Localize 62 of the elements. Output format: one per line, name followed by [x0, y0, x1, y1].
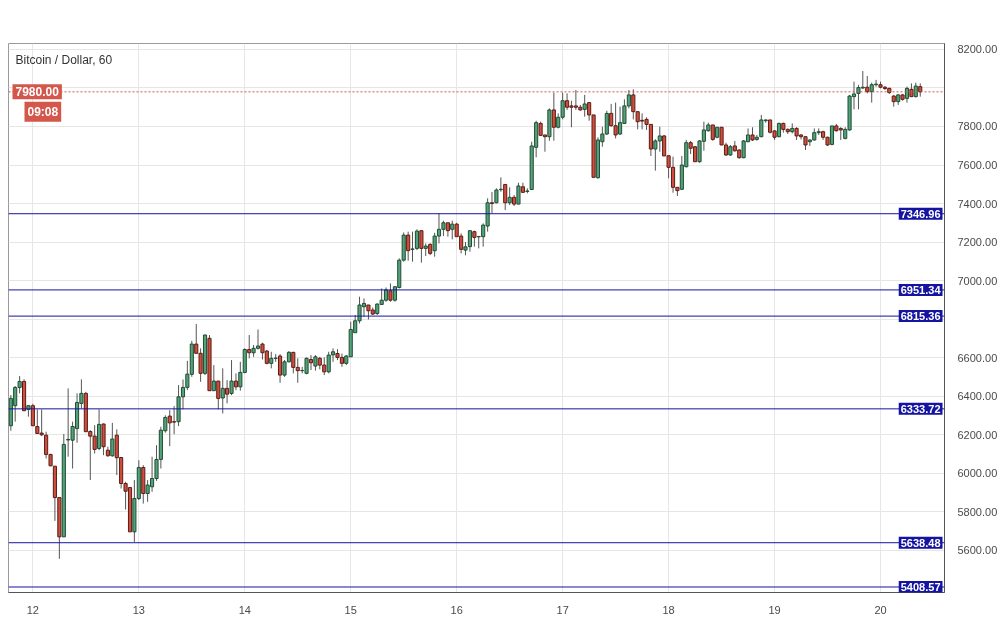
y-tick-label: 7600.00 [957, 159, 998, 172]
y-tick-label: 7000.00 [957, 274, 998, 287]
ref-line-label: 6951.34 [900, 283, 942, 296]
x-tick-label: 16 [450, 603, 463, 616]
candlestick [225, 379, 230, 404]
candlestick [388, 282, 393, 303]
y-tick-label: 6000.00 [957, 467, 998, 480]
candlestick [406, 231, 411, 262]
x-tick-label: 17 [556, 603, 569, 616]
candlestick [582, 94, 587, 118]
y-tick-label: 6200.00 [957, 428, 998, 441]
candlestick [172, 405, 177, 435]
candlestick [467, 229, 472, 253]
ref-line-label: 5638.48 [900, 536, 941, 549]
y-tick-label: 6600.00 [957, 351, 998, 364]
y-tick-label: 6400.00 [957, 390, 998, 403]
annotation: 09:08 [27, 104, 59, 119]
x-tick-label: 19 [768, 603, 781, 616]
ref-line-label: 5408.57 [900, 581, 941, 593]
y-tick-label: 8200.00 [957, 43, 998, 56]
x-tick-label: 12 [26, 603, 39, 616]
y-tick-label: 5800.00 [957, 505, 998, 518]
x-tick-label: 20 [874, 603, 887, 616]
candlestick [13, 385, 18, 423]
candlestick [618, 106, 623, 136]
candlestick [326, 351, 331, 374]
ref-line-label: 6815.36 [900, 310, 941, 323]
ref-line-label: 6333.72 [900, 402, 941, 415]
x-tick-label: 14 [238, 603, 251, 616]
candlestick [339, 353, 344, 368]
candlestick [198, 347, 203, 383]
ref-line-label: 7346.96 [900, 207, 941, 220]
y-tick-label: 7800.00 [957, 120, 998, 133]
candlestick [569, 100, 574, 128]
text: Bitcoin / Dollar, 60 [15, 52, 113, 67]
candlestick [211, 364, 216, 392]
y-tick-label: 7400.00 [957, 197, 998, 210]
ref-line-label: 7980.00 [15, 85, 60, 100]
candlestick [101, 423, 106, 456]
y-tick-label: 7200.00 [957, 236, 998, 249]
candlestick [450, 220, 455, 240]
x-tick-label: 15 [344, 603, 357, 616]
x-tick-label: 18 [662, 603, 675, 616]
candlestick [410, 231, 415, 263]
y-tick-label: 5600.00 [957, 544, 998, 557]
candlestick [66, 387, 71, 458]
x-tick-label: 13 [132, 603, 145, 616]
candlestick [856, 84, 861, 110]
candlestick [516, 182, 521, 205]
candlestick [233, 372, 239, 391]
candlestick [247, 334, 252, 359]
candlestick [167, 409, 172, 447]
candlestick [657, 126, 662, 153]
candlestick [30, 403, 35, 427]
candlestick [220, 367, 225, 414]
candlestick [419, 230, 424, 264]
candlestick [110, 422, 115, 458]
candlestick [35, 409, 40, 435]
candlestick [613, 102, 618, 139]
candlestick [489, 191, 495, 214]
candlestick [414, 228, 420, 251]
candlestick [670, 156, 676, 194]
